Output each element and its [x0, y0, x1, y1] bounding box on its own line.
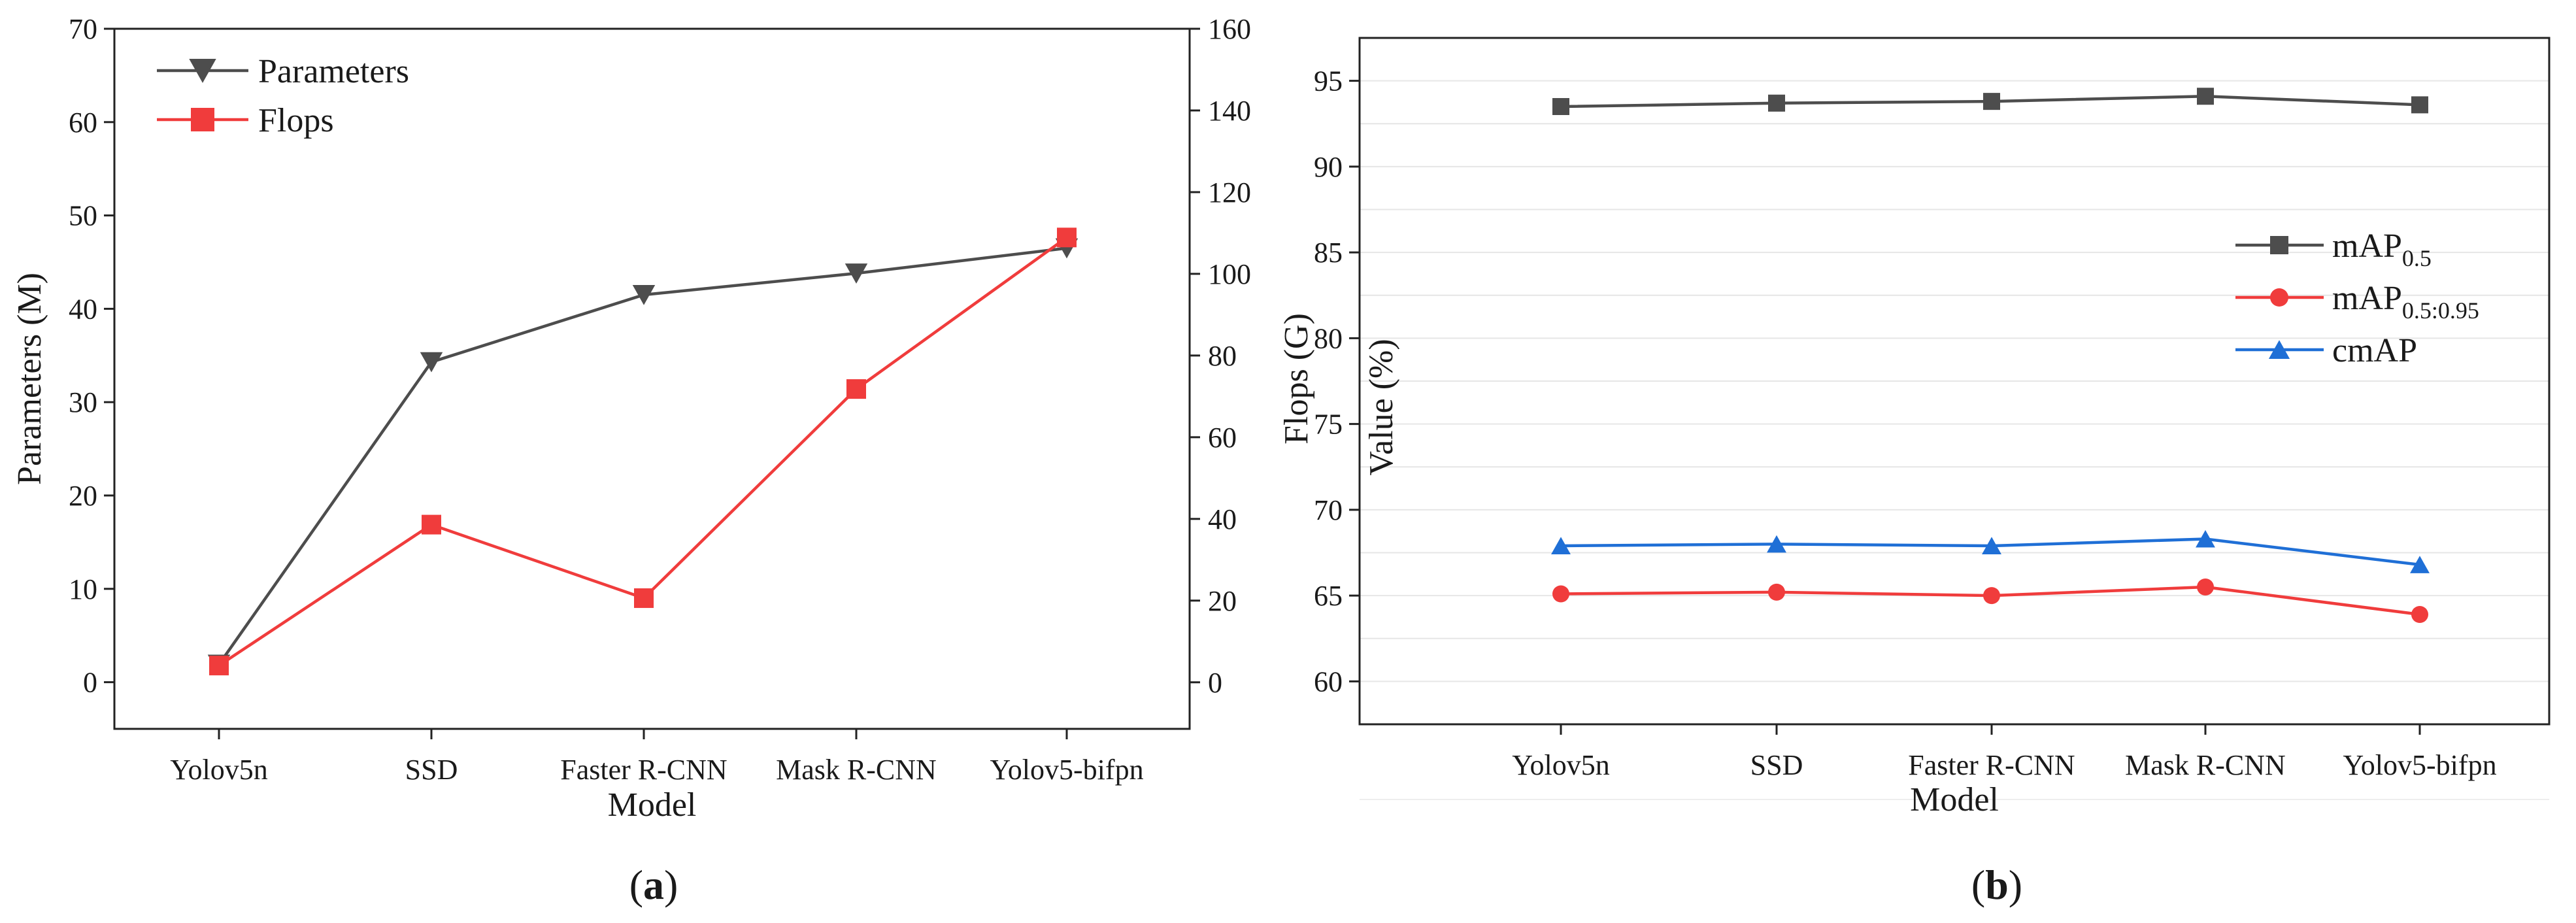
- y-tick-label: 30: [69, 386, 97, 418]
- panel-label-b: (b): [1971, 862, 2022, 908]
- data-point-map-0-5-0-95: [1983, 587, 2000, 605]
- y-tick-label: 90: [1314, 151, 1343, 183]
- data-point-map-0-5: [2411, 96, 2428, 114]
- x-tick-label: Mask R-CNN: [2125, 749, 2286, 781]
- x-tick-label: Yolov5n: [170, 754, 268, 786]
- y-tick-label: 70: [69, 13, 97, 45]
- x-tick-label: SSD: [1750, 749, 1803, 781]
- y2-tick-label: 120: [1208, 176, 1251, 209]
- data-point-map-0-5-0-95: [2197, 579, 2214, 596]
- data-point-cmap: [2196, 529, 2215, 548]
- y2-tick-label: 0: [1208, 667, 1222, 699]
- legend-marker: [2270, 236, 2288, 254]
- y-tick-label: 95: [1314, 65, 1343, 97]
- legend-a: Parameters Flops: [157, 53, 409, 139]
- y-axis-title: Parameters (M): [11, 273, 48, 485]
- y-tick-label: 0: [83, 667, 97, 699]
- y-tick-label: 85: [1314, 237, 1343, 269]
- data-point-map-0-5: [1983, 93, 2000, 110]
- x-tick-label: Mask R-CNN: [776, 754, 937, 786]
- plot-area-b: [1358, 37, 2551, 726]
- data-point-parameters: [845, 263, 868, 284]
- y2-tick-label: 20: [1208, 585, 1237, 617]
- y-tick-label: 75: [1314, 409, 1343, 441]
- data-point-map-0-5: [2197, 88, 2214, 105]
- data-point-cmap: [1551, 537, 1571, 554]
- legend-b: mAP0.5 mAP0.5:0.95 cmAP: [2235, 227, 2479, 369]
- x-tick-label: Faster R-CNN: [1908, 749, 2075, 781]
- y-tick-label: 40: [69, 293, 97, 325]
- data-point-cmap: [1982, 537, 2001, 554]
- y2-tick-label: 80: [1208, 340, 1237, 372]
- data-point-map-0-5-0-95: [1768, 583, 1785, 601]
- y-tick-label: 10: [69, 573, 97, 605]
- legend-marker: [189, 59, 216, 83]
- legend-marker: [191, 108, 214, 131]
- data-point-flops: [209, 656, 229, 676]
- y-tick-label: 60: [69, 107, 97, 139]
- legend-label: mAP0.5: [2332, 227, 2432, 271]
- data-point-flops: [846, 379, 866, 399]
- y-tick-label: 70: [1314, 494, 1343, 526]
- x-tick-label: Yolov5-bifpn: [2343, 749, 2496, 781]
- legend-marker: [2268, 340, 2290, 359]
- panel-label-a: (a): [629, 862, 678, 908]
- legend-label: Flops: [258, 102, 334, 139]
- y2-tick-label: 160: [1208, 13, 1251, 45]
- y-tick-label: 65: [1314, 580, 1343, 612]
- data-point-flops: [1057, 227, 1077, 248]
- x-axis-title: Model: [608, 786, 697, 824]
- x-tick-label: SSD: [405, 754, 458, 786]
- data-point-flops: [422, 514, 441, 535]
- data-point-map-0-5-0-95: [2411, 606, 2428, 623]
- y2-tick-label: 140: [1208, 95, 1251, 127]
- y-tick-label: 20: [69, 480, 97, 512]
- y2-tick-label: 60: [1208, 422, 1237, 454]
- y2-axis-title: Flops (G): [1278, 313, 1315, 445]
- legend-label: cmAP: [2332, 332, 2417, 369]
- legend-label: mAP0.5:0.95: [2332, 280, 2479, 324]
- y-tick-label: 60: [1314, 665, 1343, 697]
- x-tick-label: Faster R-CNN: [560, 754, 727, 786]
- data-point-flops: [634, 588, 654, 609]
- data-point-cmap: [2410, 556, 2430, 573]
- y-tick-label: 50: [69, 200, 97, 232]
- data-point-map-0-5-0-95: [1552, 585, 1569, 603]
- x-tick-label: Yolov5n: [1512, 749, 1610, 781]
- y-tick-label: 80: [1314, 322, 1343, 354]
- y-axis-title: Value (%): [1363, 339, 1400, 475]
- x-tick-label: Yolov5-bifpn: [990, 754, 1143, 786]
- data-point-map-0-5: [1552, 98, 1569, 115]
- y2-tick-label: 40: [1208, 503, 1237, 535]
- data-point-parameters: [632, 284, 656, 305]
- legend-label: Parameters: [258, 53, 409, 90]
- x-axis-title: Model: [1910, 781, 1999, 818]
- chart-b: 60 65 70 75 80 85 90 95 Yolov5n SSD Faster R-CNN Ma…: [1314, 37, 2551, 908]
- plot-area-a: [113, 27, 1191, 730]
- data-point-cmap: [1767, 535, 1786, 553]
- y2-tick-label: 100: [1208, 258, 1251, 290]
- legend-marker: [2270, 288, 2288, 307]
- data-point-map-0-5: [1768, 94, 1785, 112]
- chart-a: 0 10 20 30 40 50 60 70 0 20 40 60 80 100 120 140 160 Yolo…: [11, 13, 1315, 908]
- data-point-parameters: [420, 352, 443, 373]
